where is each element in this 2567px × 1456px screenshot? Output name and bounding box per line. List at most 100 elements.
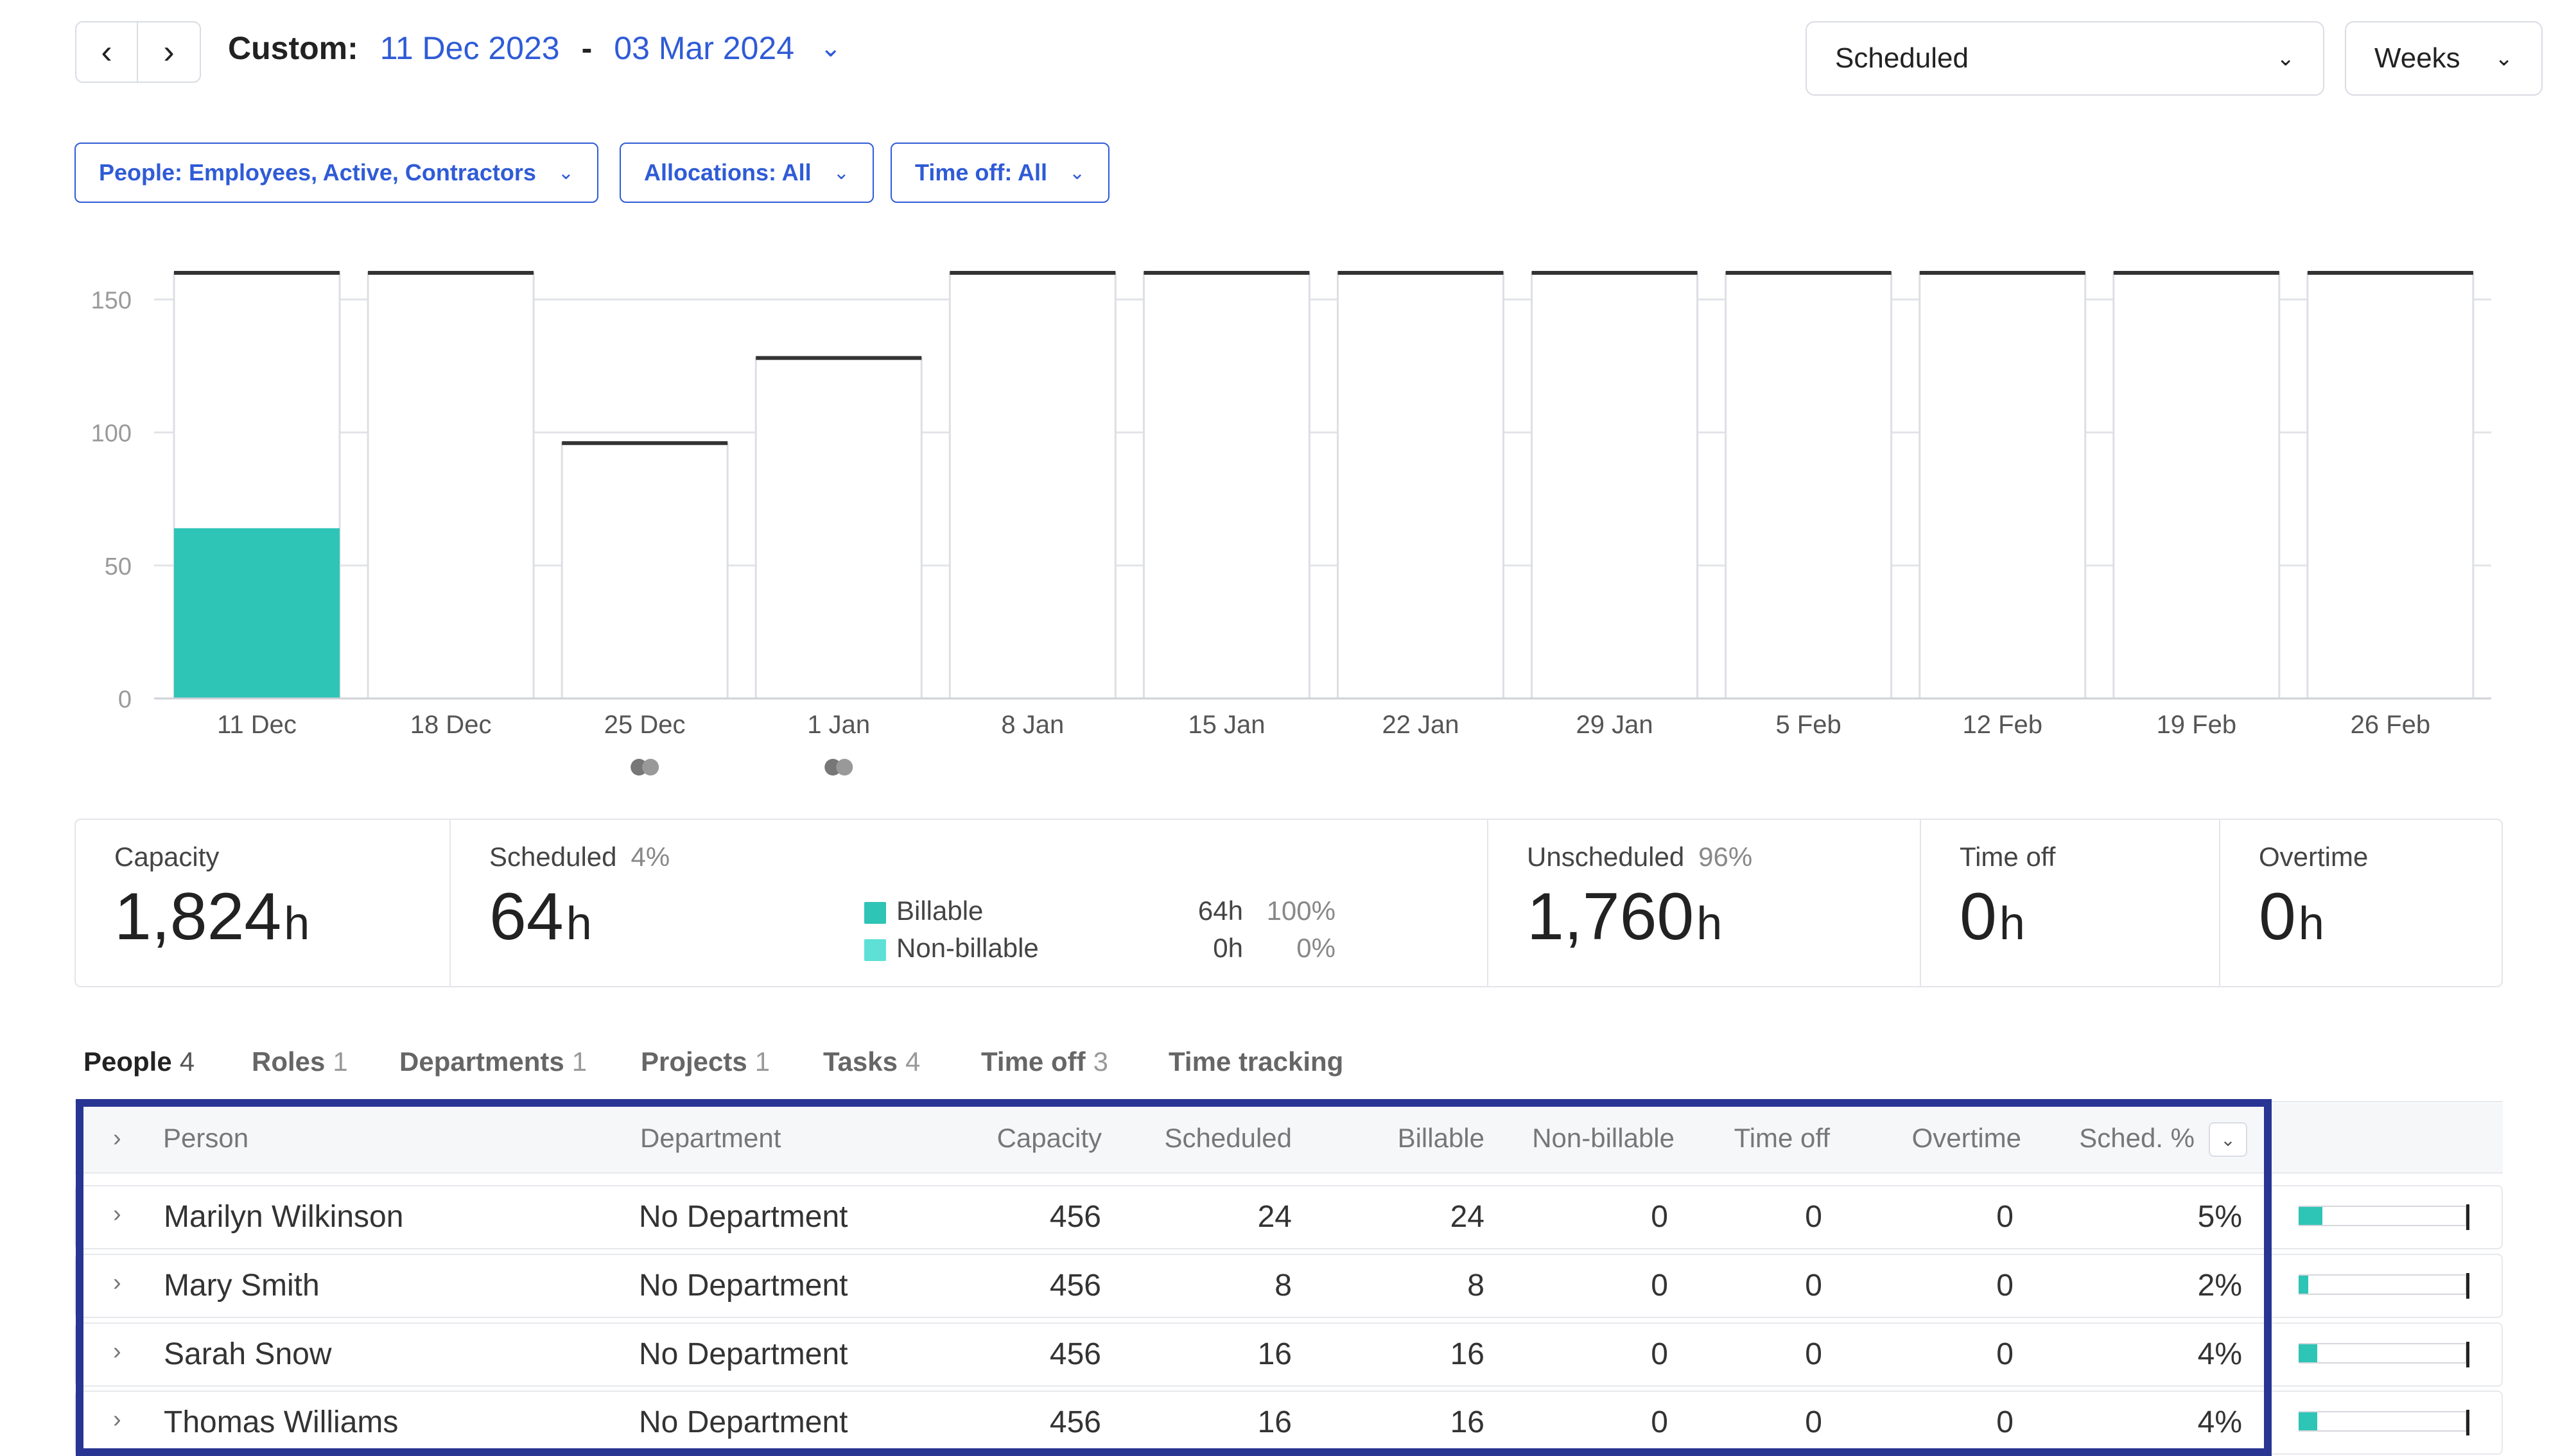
date-range-selector[interactable]: Custom: 11 Dec 2023 - 03 Mar 2024 ⌄ — [228, 30, 842, 67]
cell-timeoff: 0 — [1805, 1269, 1822, 1303]
cell-scheduled: 8 — [1275, 1269, 1292, 1303]
cell-scheduled: 24 — [1257, 1200, 1292, 1234]
cell-department: No Department — [639, 1337, 848, 1371]
sort-button[interactable]: ⌄ — [2209, 1122, 2247, 1157]
col-capacity[interactable]: Capacity — [996, 1123, 1102, 1153]
billable-swatch — [864, 902, 886, 924]
prev-period-button[interactable]: ‹ — [75, 21, 138, 83]
sched-progress-fill — [2299, 1344, 2317, 1362]
expand-row-icon[interactable]: › — [113, 1269, 121, 1296]
capacity-bar — [1919, 272, 2087, 700]
col-overtime[interactable]: Overtime — [1911, 1123, 2021, 1153]
cell-sched-pct: 5% — [2197, 1200, 2242, 1234]
timeoff-summary: Time off 0h — [1921, 820, 2220, 986]
capacity-marker — [2466, 1204, 2469, 1230]
capacity-bar — [1725, 272, 1893, 700]
avatar-marker-icon — [631, 759, 648, 776]
sched-progress-fill — [2299, 1207, 2322, 1225]
tab-departments[interactable]: Departments 1 — [399, 1046, 587, 1077]
billable-legend: Billable — [864, 896, 983, 926]
nonbillable-pct: 0% — [1296, 933, 1336, 963]
tab-count: 1 — [571, 1046, 587, 1077]
tab-time-off[interactable]: Time off 3 — [981, 1046, 1108, 1077]
tab-people[interactable]: People 4 — [83, 1046, 195, 1077]
cell-person: Sarah Snow — [164, 1337, 332, 1371]
overtime-value: 0 — [2259, 880, 2296, 954]
allocations-filter[interactable]: Allocations: All ⌄ — [620, 143, 874, 203]
overtime-unit: h — [2298, 898, 2324, 949]
expand-all-icon[interactable]: › — [113, 1125, 121, 1152]
view-mode-dropdown[interactable]: Scheduled ⌄ — [1806, 21, 2324, 96]
tab-roles[interactable]: Roles 1 — [252, 1046, 348, 1077]
cell-scheduled: 16 — [1257, 1405, 1292, 1439]
chevron-down-icon: ⌄ — [820, 34, 842, 62]
overtime-title: Overtime — [2259, 842, 2369, 872]
scheduled-summary: Scheduled 4% 64h Billable Non-billable 64… — [451, 820, 1488, 986]
chevron-down-icon: ⌄ — [1069, 162, 1086, 184]
sched-progress-fill — [2299, 1412, 2317, 1430]
expand-row-icon[interactable]: › — [113, 1338, 121, 1365]
tab-projects[interactable]: Projects 1 — [641, 1046, 770, 1077]
cell-department: No Department — [639, 1200, 848, 1234]
cell-nonbillable: 0 — [1651, 1337, 1668, 1371]
unscheduled-unit: h — [1696, 898, 1723, 949]
capacity-bar — [754, 357, 923, 700]
col-nonbillable[interactable]: Non-billable — [1532, 1123, 1675, 1153]
y-tick-label: 50 — [105, 553, 132, 580]
cell-capacity: 456 — [1049, 1200, 1101, 1234]
timeoff-filter-label: Time off: All — [915, 159, 1047, 186]
people-filter[interactable]: People: Employees, Active, Contractors ⌄ — [74, 143, 599, 203]
cell-overtime: 0 — [1996, 1405, 2014, 1439]
col-billable[interactable]: Billable — [1397, 1123, 1484, 1153]
sched-progress-bar — [2299, 1342, 2469, 1367]
col-person[interactable]: Person — [163, 1123, 249, 1153]
next-period-button[interactable]: › — [138, 21, 201, 83]
interval-dropdown[interactable]: Weeks ⌄ — [2345, 21, 2543, 96]
nonbillable-label: Non-billable — [896, 933, 1039, 963]
x-tick-label: 5 Feb — [1776, 711, 1841, 739]
x-tick-label: 22 Jan — [1382, 711, 1459, 739]
billable-hours: 64h — [1197, 896, 1243, 926]
expand-row-icon[interactable]: › — [113, 1406, 121, 1433]
nonbillable-hours: 0h — [1213, 933, 1243, 963]
cell-capacity: 456 — [1049, 1337, 1101, 1371]
table-row[interactable] — [74, 1254, 2503, 1318]
table-row[interactable] — [74, 1185, 2503, 1249]
x-tick-label: 25 Dec — [604, 711, 686, 739]
cell-sched-pct: 4% — [2197, 1405, 2242, 1439]
timeoff-title: Time off — [1960, 842, 2056, 872]
capacity-bar — [948, 272, 1117, 700]
tab-label: Projects — [641, 1046, 747, 1077]
unscheduled-pct: 96% — [1698, 842, 1753, 872]
cell-overtime: 0 — [1996, 1269, 2014, 1303]
table-row[interactable] — [74, 1322, 2503, 1387]
tabs-divider — [74, 1101, 2503, 1102]
cell-nonbillable: 0 — [1651, 1200, 1668, 1234]
tab-time-tracking[interactable]: Time tracking — [1169, 1046, 1343, 1077]
cell-billable: 8 — [1467, 1269, 1484, 1303]
tab-label: People — [83, 1046, 172, 1077]
overtime-summary: Overtime 0h — [2220, 820, 2502, 986]
billable-label: Billable — [896, 896, 984, 926]
expand-row-icon[interactable]: › — [113, 1200, 121, 1227]
cell-person: Mary Smith — [164, 1269, 320, 1303]
tab-label: Tasks — [823, 1046, 898, 1077]
col-scheduled[interactable]: Scheduled — [1164, 1123, 1292, 1153]
col-sched-pct[interactable]: Sched. % — [2079, 1123, 2195, 1153]
x-tick-label: 1 Jan — [807, 711, 870, 739]
cell-timeoff: 0 — [1805, 1405, 1822, 1439]
interval-value: Weeks — [2374, 42, 2460, 74]
unscheduled-value: 1,760 — [1527, 880, 1694, 954]
tab-tasks[interactable]: Tasks 4 — [823, 1046, 920, 1077]
timeoff-filter[interactable]: Time off: All ⌄ — [891, 143, 1110, 203]
col-department[interactable]: Department — [640, 1123, 781, 1153]
cell-department: No Department — [639, 1269, 848, 1303]
y-tick-label: 0 — [118, 686, 132, 713]
capacity-bar — [561, 442, 729, 700]
range-separator: - — [581, 30, 593, 66]
x-tick-label: 8 Jan — [1001, 711, 1064, 739]
tab-count: 4 — [179, 1046, 195, 1077]
chevron-down-icon: ⌄ — [557, 162, 575, 184]
cell-billable: 16 — [1450, 1337, 1484, 1371]
col-timeoff[interactable]: Time off — [1734, 1123, 1830, 1153]
